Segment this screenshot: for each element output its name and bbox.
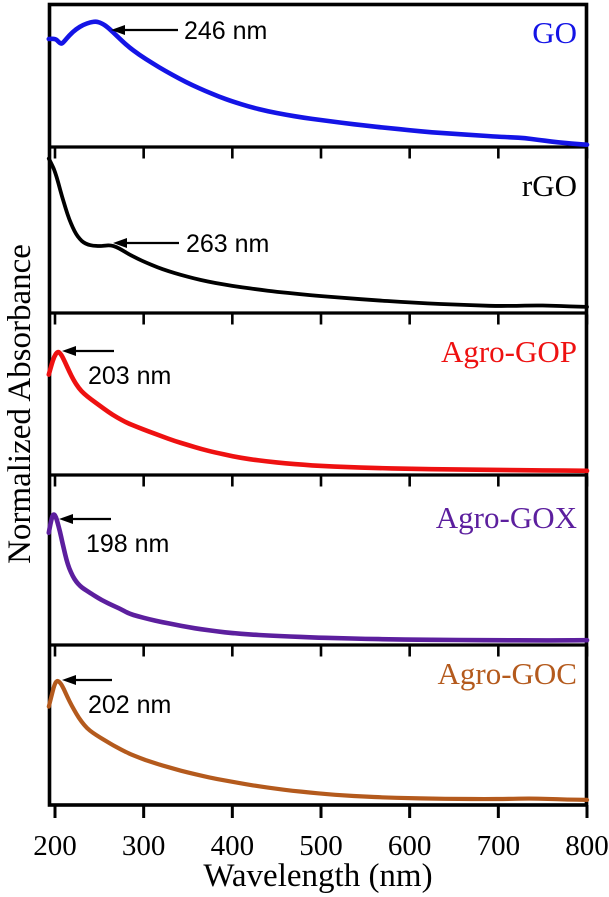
peak-annotation-agro-gop: 203 nm <box>88 362 171 390</box>
spectra-curves <box>46 19 590 802</box>
panel-labels: GO rGO Agro-GOP Agro-GOX Agro-GOC <box>436 15 577 691</box>
plot-frame <box>47 2 589 807</box>
curve-go <box>46 19 590 147</box>
axis-ticks <box>53 148 589 818</box>
peak-annotation-go: 246 nm <box>184 17 267 45</box>
panel-label-agro-gox: Agro-GOX <box>436 500 577 535</box>
x-tick-label: 200 <box>33 830 77 862</box>
curve-rgo <box>46 156 589 309</box>
x-tick-label: 400 <box>211 830 255 862</box>
panel-label-agro-goc: Agro-GOC <box>438 656 578 691</box>
x-axis-title: Wavelength (nm) <box>203 858 432 894</box>
curve-agro-gop <box>46 349 590 474</box>
peak-arrow-head <box>113 238 127 248</box>
peak-arrow-head <box>62 675 76 685</box>
x-tick-label: 700 <box>477 830 521 862</box>
x-tick-label: 800 <box>565 830 609 862</box>
curve-agro-gox <box>46 512 590 643</box>
peak-annotations: 246 nm 263 nm 203 nm 198 nm 202 nm <box>59 17 269 719</box>
peak-annotation-agro-goc: 202 nm <box>88 691 171 719</box>
x-tick-label: 500 <box>299 830 343 862</box>
x-tick-label: 600 <box>388 830 432 862</box>
curve-agro-goc <box>46 678 590 802</box>
y-axis-title: Normalized Absorbance <box>2 244 38 564</box>
x-tick-labels: 200 300 400 500 600 700 800 <box>33 830 609 862</box>
panel-label-rgo: rGO <box>522 168 577 203</box>
panel-label-agro-gop: Agro-GOP <box>441 334 577 369</box>
peak-arrow-head <box>111 25 125 35</box>
panel-label-go: GO <box>532 15 577 50</box>
x-tick-label: 300 <box>122 830 166 862</box>
peak-annotation-agro-gox: 198 nm <box>86 530 169 558</box>
peak-arrow-head <box>59 514 73 524</box>
plot-border <box>47 2 589 807</box>
peak-annotation-rgo: 263 nm <box>186 230 269 258</box>
peak-arrow-head <box>62 346 76 356</box>
